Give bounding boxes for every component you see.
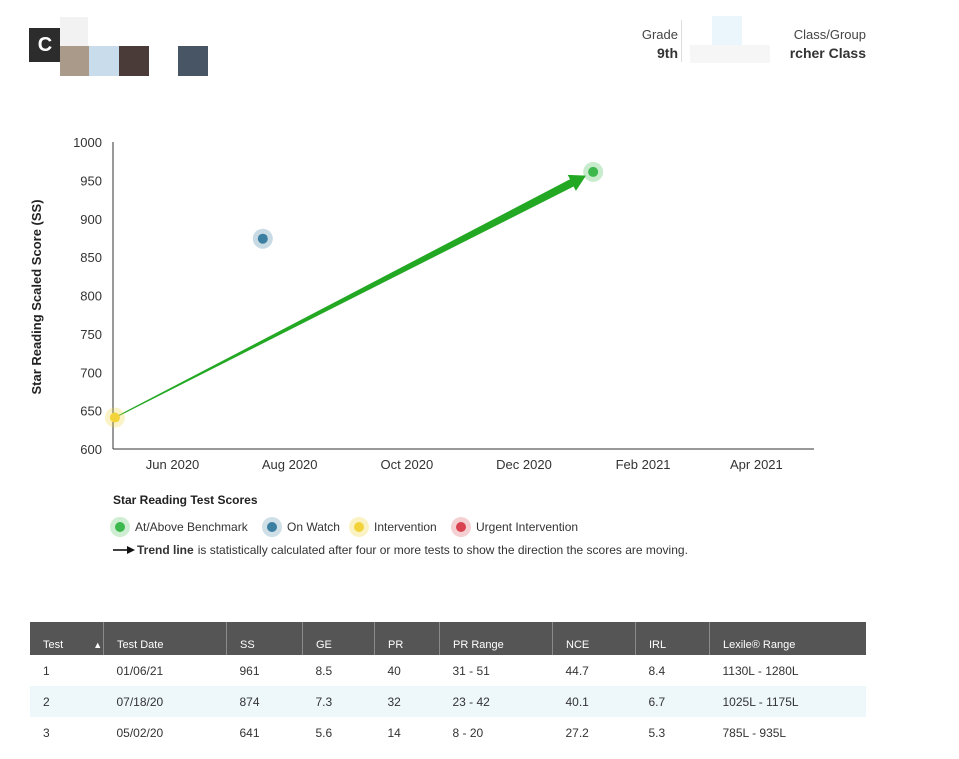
cell-test-date: 01/06/21 [116, 663, 164, 678]
cell-ss: 874 [226, 686, 303, 717]
class-group-label: Class/Group [793, 27, 866, 42]
cell-lexile-range: 1025L - 1175L [709, 686, 866, 717]
column-header-pr-range[interactable]: PR Range [439, 622, 553, 655]
column-header-pr[interactable]: PR [374, 622, 440, 655]
legend-label: At/Above Benchmark [135, 520, 248, 534]
cell-ss: 961 [239, 663, 260, 678]
y-tick-label: 800 [80, 289, 102, 304]
cell-irl: 8.4 [648, 663, 666, 678]
legend-title: Star Reading Test Scores [113, 493, 258, 507]
app-logo: C [29, 28, 61, 62]
cell-pr-range: 23 - 42 [439, 686, 553, 717]
table-header-row: Test ▲ Test Date SS GE PR PR Range NCE IR… [30, 622, 866, 655]
cell-test: 1 [43, 663, 50, 678]
data-point [588, 166, 599, 177]
cell-nce: 44.7 [565, 663, 589, 678]
legend-label: On Watch [287, 520, 340, 534]
logo-blur [60, 17, 88, 49]
cell-pr: 40 [387, 663, 401, 678]
scores-table: Test ▲ Test Date SS GE PR PR Range NCE IR… [30, 622, 866, 748]
x-tick-label: Aug 2020 [262, 457, 318, 472]
cell-pr-range: 31 - 51 [452, 663, 490, 678]
header-blur [690, 45, 770, 63]
x-tick-label: Jun 2020 [146, 457, 200, 472]
y-tick-label: 950 [80, 173, 102, 188]
status-dot-icon [349, 517, 369, 537]
arrow-right-icon [113, 546, 135, 554]
cell-ss: 641 [239, 725, 260, 740]
column-header-nce[interactable]: NCE [552, 622, 636, 655]
column-header-ge[interactable]: GE [302, 622, 375, 655]
y-tick-label: 600 [80, 442, 102, 457]
legend-item-urgent-intervention: Urgent Intervention [451, 517, 578, 537]
cell-pr: 32 [374, 686, 440, 717]
x-tick-label: Dec 2020 [496, 457, 552, 472]
header-divider [681, 20, 682, 62]
cell-irl: 5.3 [648, 725, 666, 740]
data-point [257, 233, 268, 244]
header-blur [712, 16, 742, 46]
x-tick-label: Oct 2020 [380, 457, 433, 472]
cell-test-date: 07/18/20 [103, 686, 227, 717]
swatch-dark-brown [119, 46, 149, 76]
y-tick-label: 650 [80, 404, 102, 419]
column-header-test-date[interactable]: Test Date [103, 622, 227, 655]
swatch-slate [178, 46, 208, 76]
status-dot-icon [262, 517, 282, 537]
status-dot-icon [110, 517, 130, 537]
grade-label: Grade [641, 27, 678, 42]
cell-test-date: 05/02/20 [116, 725, 164, 740]
cell-lexile-range: 785L - 935L [722, 725, 787, 740]
column-header-ss[interactable]: SS [226, 622, 303, 655]
cell-pr: 14 [387, 725, 401, 740]
cell-ge: 8.5 [315, 663, 333, 678]
trend-line-note: Trend line is statistically calculated a… [113, 543, 688, 557]
status-dot-icon [451, 517, 471, 537]
cell-ge: 5.6 [315, 725, 333, 740]
y-tick-label: 850 [80, 250, 102, 265]
cell-nce: 27.2 [565, 725, 589, 740]
x-tick-label: Feb 2021 [616, 457, 671, 472]
y-tick-label: 700 [80, 365, 102, 380]
cell-ge: 7.3 [302, 686, 375, 717]
legend-item-at-above-benchmark: At/Above Benchmark [110, 517, 248, 537]
column-header-irl[interactable]: IRL [635, 622, 710, 655]
swatch-taupe [60, 46, 89, 76]
column-header-lexile-range[interactable]: Lexile® Range [709, 622, 866, 655]
y-tick-label: 1000 [73, 135, 102, 150]
column-header-test[interactable]: Test ▲ [30, 622, 104, 655]
data-point [109, 412, 120, 423]
y-tick-label: 900 [80, 212, 102, 227]
trend-line-text: is statistically calculated after four o… [197, 543, 688, 557]
cell-test: 3 [43, 725, 50, 740]
table-row: 3 05/02/20 641 5.6 14 8 - 20 27.2 5.3 78… [30, 717, 866, 748]
legend-label: Intervention [374, 520, 437, 534]
table-row: 2 07/18/20 874 7.3 32 23 - 42 40.1 6.7 1… [30, 686, 866, 717]
cell-pr-range: 8 - 20 [452, 725, 484, 740]
swatch-light-blue [89, 46, 119, 76]
legend-item-on-watch: On Watch [262, 517, 340, 537]
class-group-value: rcher Class [789, 45, 866, 61]
legend-label: Urgent Intervention [476, 520, 579, 534]
cell-test: 2 [30, 686, 104, 717]
x-tick-label: Apr 2021 [730, 457, 783, 472]
cell-irl: 6.7 [635, 686, 710, 717]
cell-lexile-range: 1130L - 1280L [722, 663, 799, 678]
trend-line [114, 174, 586, 418]
score-chart: Star Reading Scaled Score (SS) 600 650 700… [29, 135, 814, 472]
trend-line-bold: Trend line [137, 543, 194, 557]
y-axis-title: Star Reading Scaled Score (SS) [29, 199, 44, 394]
cell-nce: 40.1 [552, 686, 636, 717]
logo-letter: C [37, 33, 53, 56]
table-row: 1 01/06/21 961 8.5 40 31 - 51 44.7 8.4 1… [30, 655, 866, 686]
grade-value: 9th [657, 45, 678, 61]
y-tick-label: 750 [80, 327, 102, 342]
sort-up-icon[interactable]: ▲ [93, 640, 103, 650]
legend-item-intervention: Intervention [349, 517, 437, 537]
